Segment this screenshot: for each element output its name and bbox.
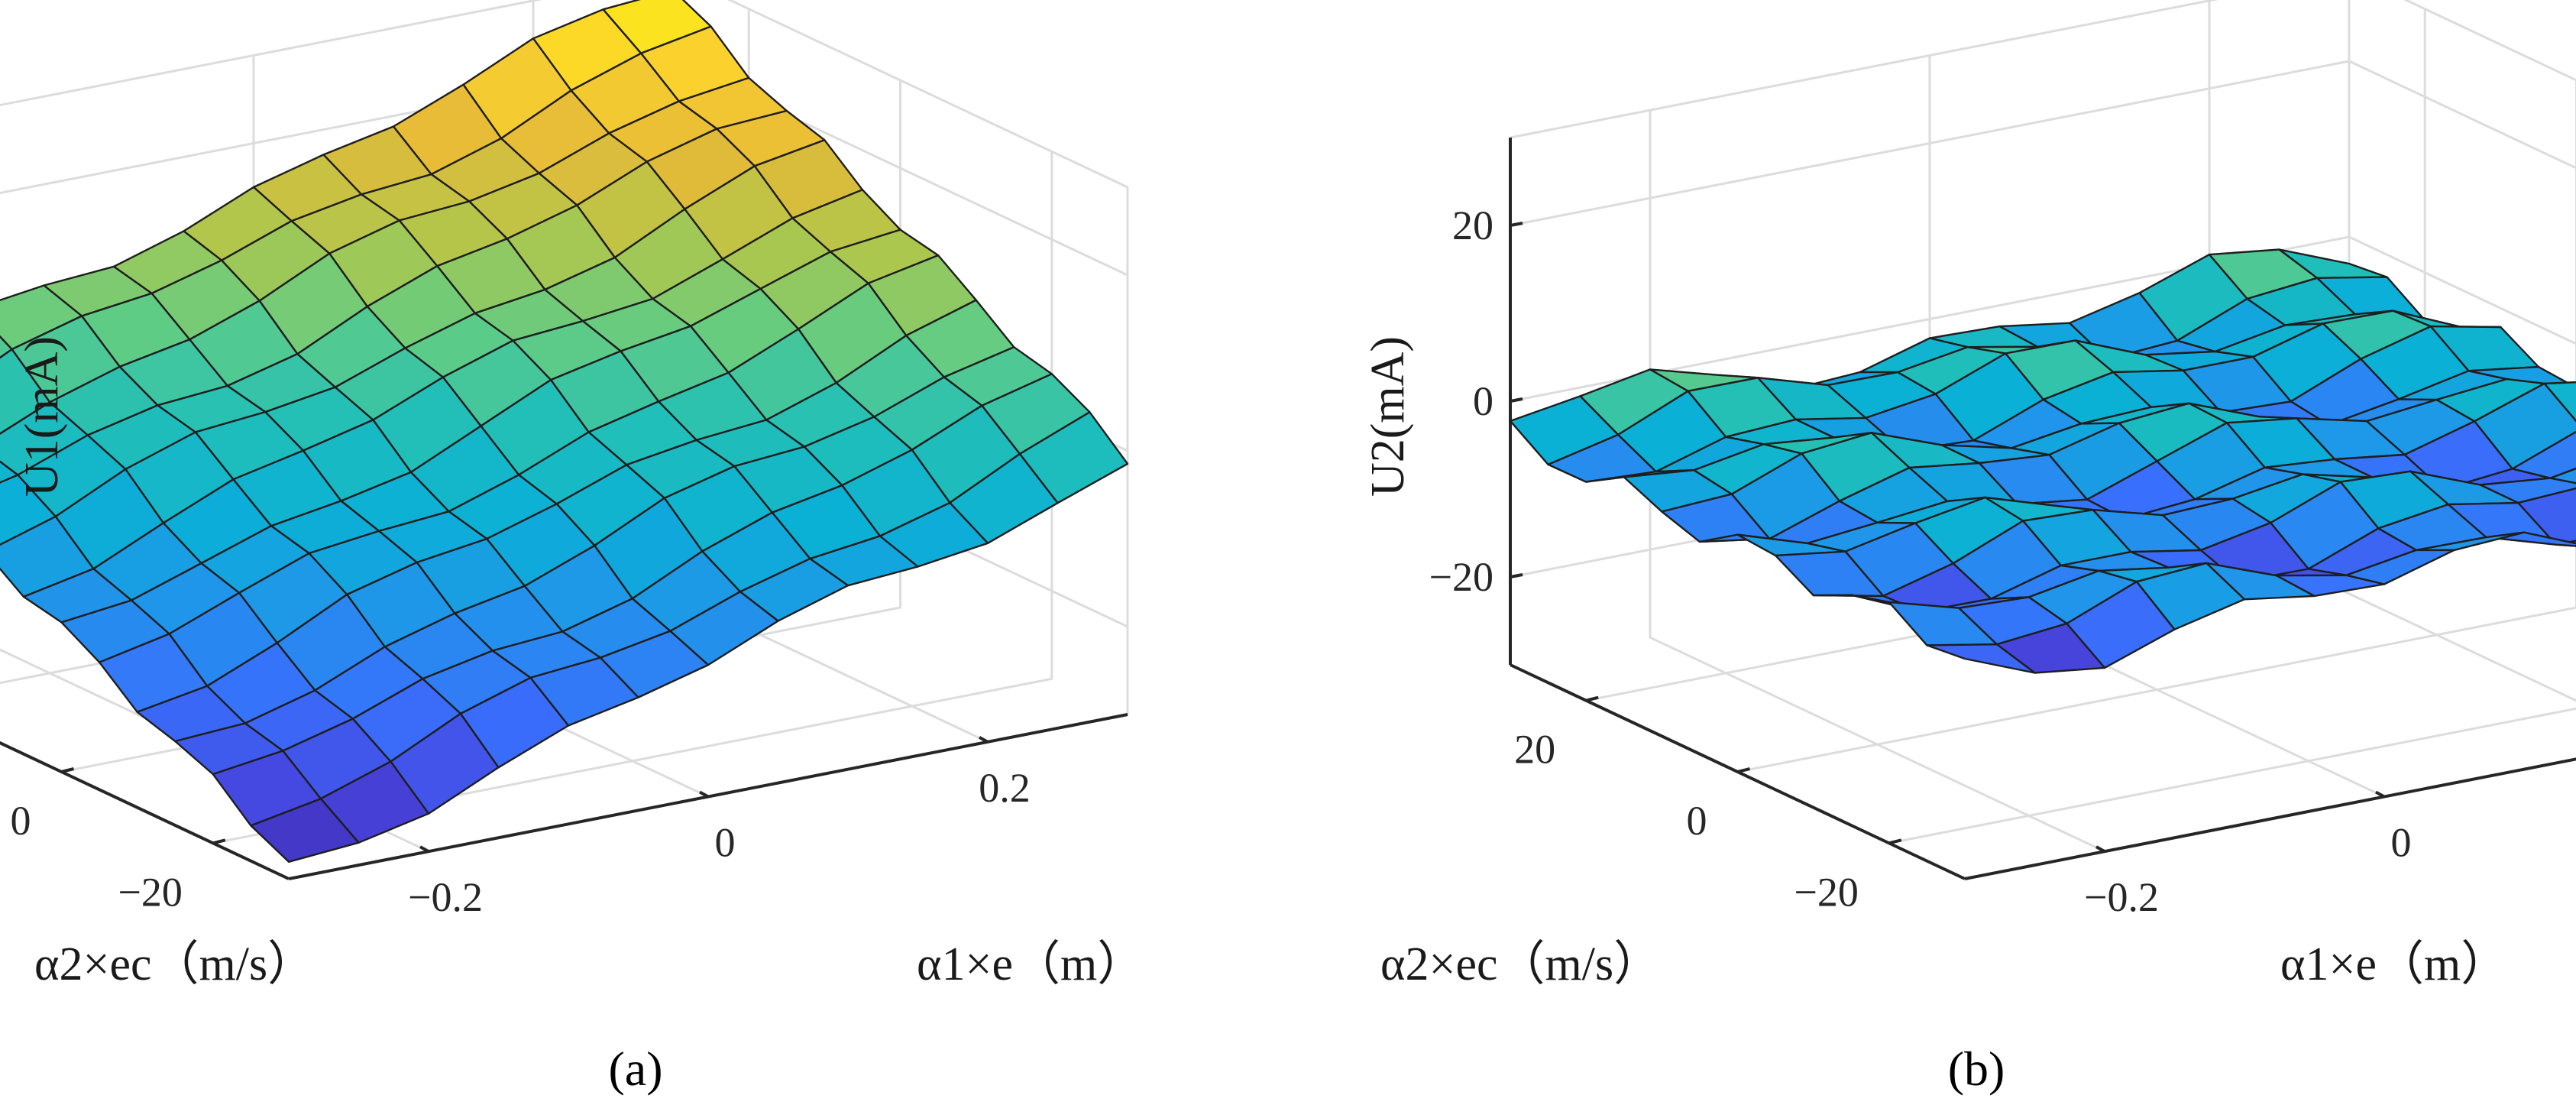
y-tick <box>1737 767 1750 773</box>
x-tick-label: 0 <box>2391 820 2412 866</box>
surface-plot <box>0 0 1129 864</box>
grid-line <box>1510 60 2576 227</box>
surface-patch <box>0 460 19 484</box>
x-tick <box>2375 790 2385 799</box>
y-tick-label: −20 <box>1794 869 1858 915</box>
x-axis-label: α1×e（m） <box>917 938 1144 990</box>
surface-plot <box>1509 248 2576 674</box>
grid-line <box>1737 80 2576 773</box>
grid-line <box>212 151 1053 844</box>
z-tick <box>1510 573 1523 578</box>
x-tick-label: 0.2 <box>979 765 1031 811</box>
z-axis-label: U1(mA) <box>16 336 68 497</box>
grid-line <box>1649 110 2105 853</box>
x-tick-label: −0.2 <box>2084 874 2159 920</box>
y-tick-label: 0 <box>11 798 31 844</box>
surface-patch <box>250 797 360 864</box>
x-tick-label: 0 <box>715 820 736 866</box>
x-tick-label: −0.2 <box>408 874 483 920</box>
y-tick-label: 20 <box>1514 727 1555 773</box>
x-tick <box>419 845 429 853</box>
z-tick-label: −20 <box>1429 554 1493 600</box>
grid-line <box>1888 707 2576 844</box>
x-tick <box>2095 845 2105 853</box>
grid-line <box>1510 0 2576 139</box>
y-axis-label: α2×ec（m/s） <box>1380 938 1661 990</box>
panel-label-b: (b) <box>1948 1042 2005 1096</box>
y-tick-label: −20 <box>118 869 182 915</box>
x-axis-label: α1×e（m） <box>2280 938 2508 990</box>
y-tick <box>212 838 226 845</box>
y-tick <box>1585 695 1599 702</box>
x-axis-line <box>1964 757 2576 880</box>
surface-patch <box>0 335 13 359</box>
y-axis-label: α2×ec（m/s） <box>34 938 315 990</box>
z-axis-label: U2(mA) <box>1362 336 1414 497</box>
x-tick <box>979 736 989 744</box>
z-tick <box>1510 397 1523 403</box>
panel-label-a: (a) <box>608 1042 662 1096</box>
surface-patch <box>1926 643 2036 674</box>
x-tick <box>699 790 709 799</box>
z-tick-label: 20 <box>1452 203 1493 248</box>
z-tick-label: 0 <box>1473 378 1493 424</box>
y-tick <box>61 767 74 773</box>
y-tick <box>1888 838 1902 845</box>
grid-line <box>0 0 1128 189</box>
y-tick-label: 0 <box>1687 798 1707 844</box>
z-tick <box>1510 222 1523 227</box>
